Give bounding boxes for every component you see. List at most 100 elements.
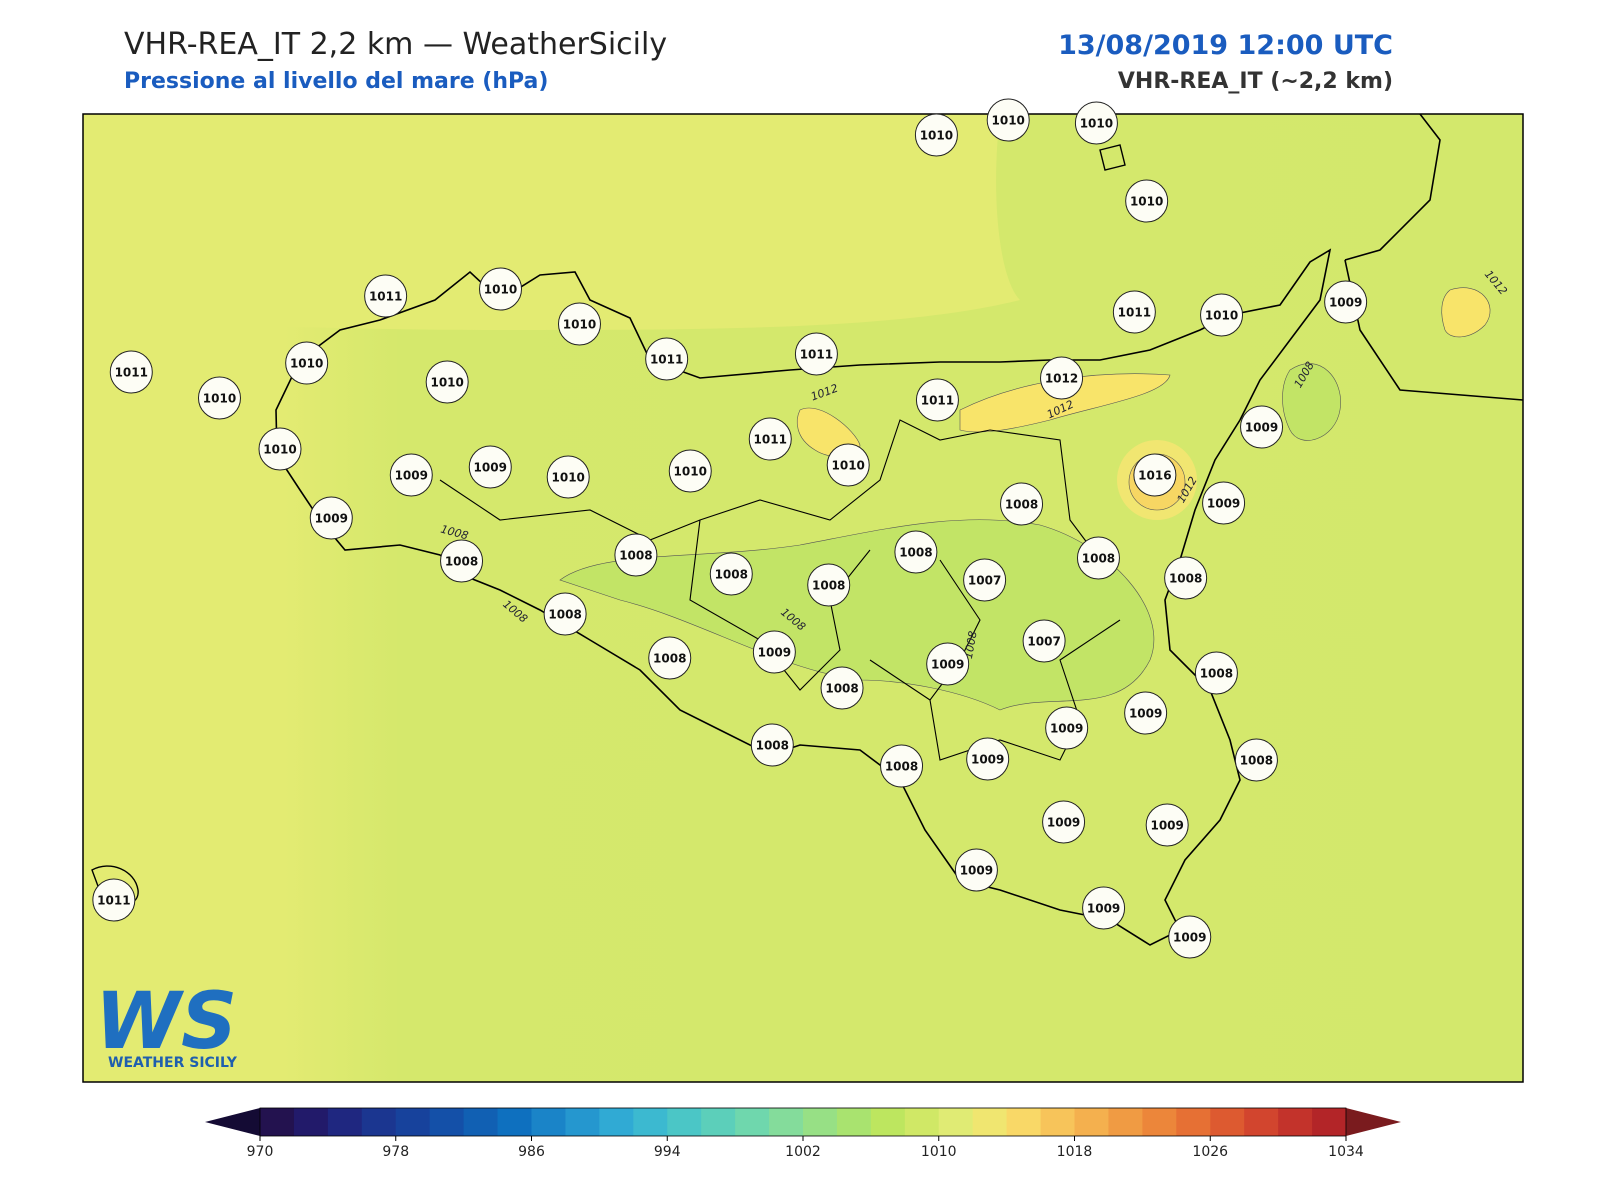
station-value: 1009: [315, 512, 348, 526]
station: 1009: [468, 445, 512, 489]
station: 1009: [954, 848, 998, 892]
station-value: 1007: [1027, 635, 1060, 649]
station: 1008: [648, 636, 692, 680]
station-value: 1010: [674, 465, 707, 479]
station: 1009: [1240, 405, 1284, 449]
colorbar-swatch: [735, 1108, 770, 1136]
station-value: 1011: [1118, 306, 1151, 320]
station: 1016: [1133, 453, 1177, 497]
station-value: 1008: [445, 555, 478, 569]
station: 1009: [926, 642, 970, 686]
colorbar-swatch: [260, 1108, 295, 1136]
station-value: 1011: [650, 353, 683, 367]
station-value: 1009: [474, 461, 507, 475]
contour-label: 1008: [962, 630, 980, 660]
station: 1009: [1168, 915, 1212, 959]
station: 1009: [309, 496, 353, 540]
station-marker: [752, 630, 796, 674]
station-marker: [1000, 482, 1044, 526]
colorbar-swatch: [327, 1108, 363, 1136]
colorbar-over: [1346, 1108, 1401, 1136]
station-marker: [479, 267, 523, 311]
colorbar-swatch: [1108, 1108, 1143, 1136]
model: VHR-REA_IT (~2,2 km): [1118, 69, 1393, 94]
station-value: 1009: [1329, 296, 1362, 310]
station: 1011: [364, 274, 408, 318]
station-value: 1011: [115, 366, 148, 380]
station-value: 1009: [1150, 819, 1183, 833]
station: 1008: [1076, 536, 1120, 580]
station-marker: [109, 350, 153, 394]
colorbar-swatch: [1074, 1108, 1109, 1136]
colorbar-tick-label: 978: [382, 1144, 409, 1160]
station-marker: [1240, 405, 1284, 449]
station-marker: [820, 666, 864, 710]
station: 1010: [285, 341, 329, 385]
station: 1008: [1164, 556, 1208, 600]
station-value: 1008: [899, 546, 932, 560]
station-value: 1009: [395, 469, 428, 483]
station: 1007: [1022, 619, 1066, 663]
station-marker: [926, 642, 970, 686]
colorbar-tick-label: 1018: [1057, 1144, 1093, 1160]
station: 1009: [389, 453, 433, 497]
colorbar-tick-label: 1026: [1192, 1144, 1228, 1160]
colorbar-swatch: [938, 1108, 974, 1136]
station: 1011: [92, 878, 136, 922]
colorbar-tick-label: 970: [247, 1144, 274, 1160]
station-marker: [1112, 290, 1156, 334]
station: 1008: [543, 592, 587, 636]
station-value: 1010: [920, 129, 953, 143]
province-border: [439, 419, 1121, 761]
station-value: 1008: [548, 608, 581, 622]
station-marker: [1234, 738, 1278, 782]
station-marker: [543, 592, 587, 636]
station-value: 1009: [931, 658, 964, 672]
low-area: [1282, 363, 1341, 441]
station-marker: [880, 744, 924, 788]
station-marker: [807, 563, 851, 607]
station: 1011: [645, 337, 689, 381]
station: 1009: [966, 737, 1010, 781]
station: 1011: [915, 378, 959, 422]
station-marker: [1145, 803, 1189, 847]
station-value: 1011: [369, 290, 402, 304]
station-value: 1009: [1207, 497, 1240, 511]
colorbar-swatch: [870, 1108, 906, 1136]
station: 1008: [820, 666, 864, 710]
station-marker: [645, 337, 689, 381]
station: 1008: [1194, 651, 1238, 695]
station-value: 1008: [1200, 667, 1233, 681]
station-marker: [1076, 536, 1120, 580]
station-marker: [1168, 915, 1212, 959]
colorbar-swatch: [1244, 1108, 1279, 1136]
station: 1008: [440, 539, 484, 583]
station: 1011: [748, 417, 792, 461]
map: [83, 114, 1523, 1082]
station-marker: [389, 453, 433, 497]
station-marker: [826, 443, 870, 487]
station-marker: [914, 113, 958, 157]
colorbar-tick-label: 986: [518, 1144, 545, 1160]
station: 1010: [986, 98, 1030, 142]
station: 1010: [479, 267, 523, 311]
station-marker: [1164, 556, 1208, 600]
station-value: 1010: [290, 357, 323, 371]
station-marker: [648, 636, 692, 680]
station-value: 1009: [1173, 931, 1206, 945]
station-value: 1010: [1205, 309, 1238, 323]
station-value: 1009: [1129, 707, 1162, 721]
station: 1010: [914, 113, 958, 157]
station-marker: [1042, 800, 1086, 844]
station-value: 1010: [563, 318, 596, 332]
high-area: [1441, 287, 1491, 338]
colorbar-swatch: [429, 1108, 465, 1136]
colorbar-swatch: [293, 1108, 329, 1136]
colorbar-tick-label: 1034: [1328, 1144, 1364, 1160]
station-value: 1009: [960, 864, 993, 878]
station-value: 1008: [715, 568, 748, 582]
station-value: 1010: [552, 471, 585, 485]
logo: WS WEATHER SICILY: [95, 977, 238, 1071]
station: 1010: [546, 455, 590, 499]
